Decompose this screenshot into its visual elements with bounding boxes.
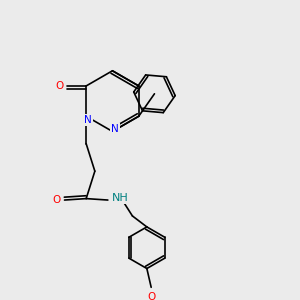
Text: NH: NH bbox=[112, 193, 128, 203]
Text: O: O bbox=[147, 292, 155, 300]
Text: O: O bbox=[52, 195, 61, 205]
Text: N: N bbox=[111, 124, 118, 134]
Text: O: O bbox=[55, 81, 63, 91]
Text: N: N bbox=[84, 115, 92, 125]
